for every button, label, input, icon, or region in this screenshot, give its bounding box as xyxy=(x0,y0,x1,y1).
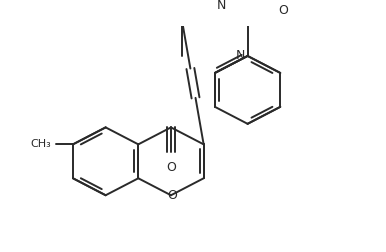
Text: O: O xyxy=(278,4,288,17)
Text: CH₃: CH₃ xyxy=(30,139,51,149)
Text: N: N xyxy=(235,49,245,62)
Text: O: O xyxy=(166,161,176,174)
Text: O: O xyxy=(167,189,177,202)
Text: N: N xyxy=(217,0,226,12)
